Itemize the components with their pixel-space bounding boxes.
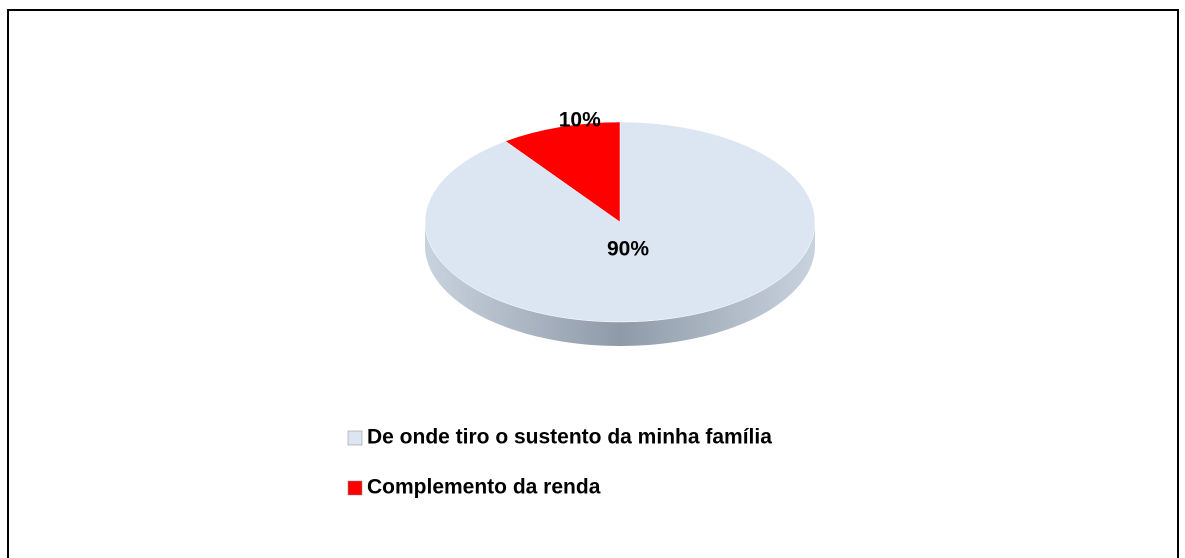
legend-label: De onde tiro o sustento da minha família xyxy=(367,426,772,449)
data-label: 10% xyxy=(559,108,601,131)
pie-side xyxy=(425,222,815,346)
pie: 90% 10% xyxy=(424,108,816,346)
legend-label: Complemento da renda xyxy=(367,476,601,499)
pie-slice xyxy=(504,121,621,223)
legend-swatch xyxy=(347,430,363,446)
legend: De onde tiro o sustento da minha família… xyxy=(347,426,772,499)
data-label: 90% xyxy=(607,238,649,261)
legend-swatch xyxy=(347,480,363,496)
